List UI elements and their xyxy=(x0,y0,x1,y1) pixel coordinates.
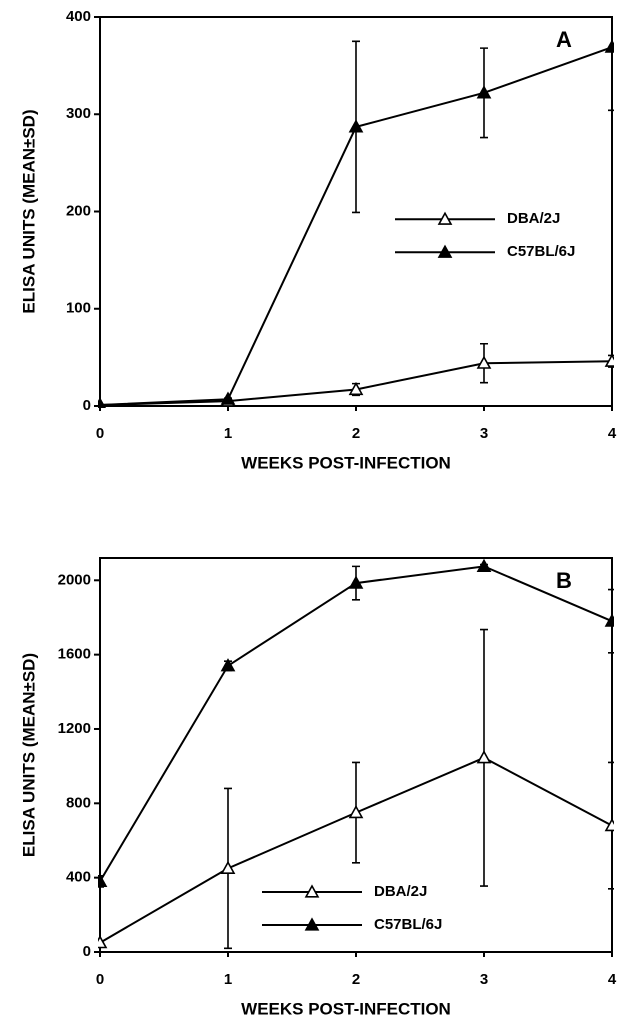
y-tick-label: 1600 xyxy=(58,646,91,663)
y-tick-label: 0 xyxy=(83,943,91,960)
plot-area xyxy=(98,16,614,408)
marker xyxy=(348,381,364,396)
legend-label: DBA/2J xyxy=(507,210,560,227)
y-tick-label: 2000 xyxy=(58,571,91,588)
x-tick-label: 0 xyxy=(96,425,104,442)
legend-label: DBA/2J xyxy=(374,883,427,900)
marker xyxy=(98,397,106,408)
marker xyxy=(476,750,492,764)
marker xyxy=(220,391,236,405)
y-tick-label: 400 xyxy=(66,8,91,25)
legend-marker xyxy=(437,211,453,225)
x-tick-label: 4 xyxy=(608,425,617,442)
marker xyxy=(348,119,364,133)
x-tick-label: 2 xyxy=(352,971,360,988)
x-tick-label: 3 xyxy=(480,425,488,442)
marker xyxy=(476,85,492,99)
y-tick-label: 400 xyxy=(66,869,91,886)
marker xyxy=(476,355,492,369)
x-tick-label: 1 xyxy=(224,971,232,988)
legend-marker xyxy=(304,917,320,931)
marker xyxy=(604,353,614,367)
marker xyxy=(98,873,108,887)
x-tick-label: 2 xyxy=(352,425,360,442)
y-tick-label: 300 xyxy=(66,105,91,122)
panel-label: A xyxy=(556,27,572,52)
x-tick-label: 4 xyxy=(608,971,617,988)
marker xyxy=(98,935,108,949)
marker xyxy=(348,575,364,589)
x-axis-title: WEEKS POST-INFECTION xyxy=(241,453,451,472)
panel-label: B xyxy=(556,568,572,593)
marker xyxy=(220,658,236,672)
y-tick-label: 200 xyxy=(66,202,91,219)
legend-marker xyxy=(437,244,453,258)
marker xyxy=(220,860,236,874)
legend-marker xyxy=(304,884,320,898)
x-tick-label: 0 xyxy=(96,971,104,988)
y-tick-label: 800 xyxy=(66,794,91,811)
legend-label: C57BL/6J xyxy=(507,243,575,260)
plot-area xyxy=(98,558,614,950)
legend-label: C57BL/6J xyxy=(374,916,442,933)
x-tick-label: 3 xyxy=(480,971,488,988)
y-axis-title: ELISA UNITS (MEAN±SD) xyxy=(19,109,38,313)
x-tick-label: 1 xyxy=(224,425,232,442)
y-axis-title: ELISA UNITS (MEAN±SD) xyxy=(19,653,38,857)
x-axis-title: WEEKS POST-INFECTION xyxy=(241,999,451,1018)
marker xyxy=(604,817,614,832)
marker xyxy=(476,558,492,572)
marker xyxy=(604,39,614,53)
y-tick-label: 100 xyxy=(66,300,91,317)
y-tick-label: 0 xyxy=(83,397,91,414)
marker xyxy=(348,804,364,819)
y-tick-label: 1200 xyxy=(58,720,91,737)
marker xyxy=(604,613,614,627)
